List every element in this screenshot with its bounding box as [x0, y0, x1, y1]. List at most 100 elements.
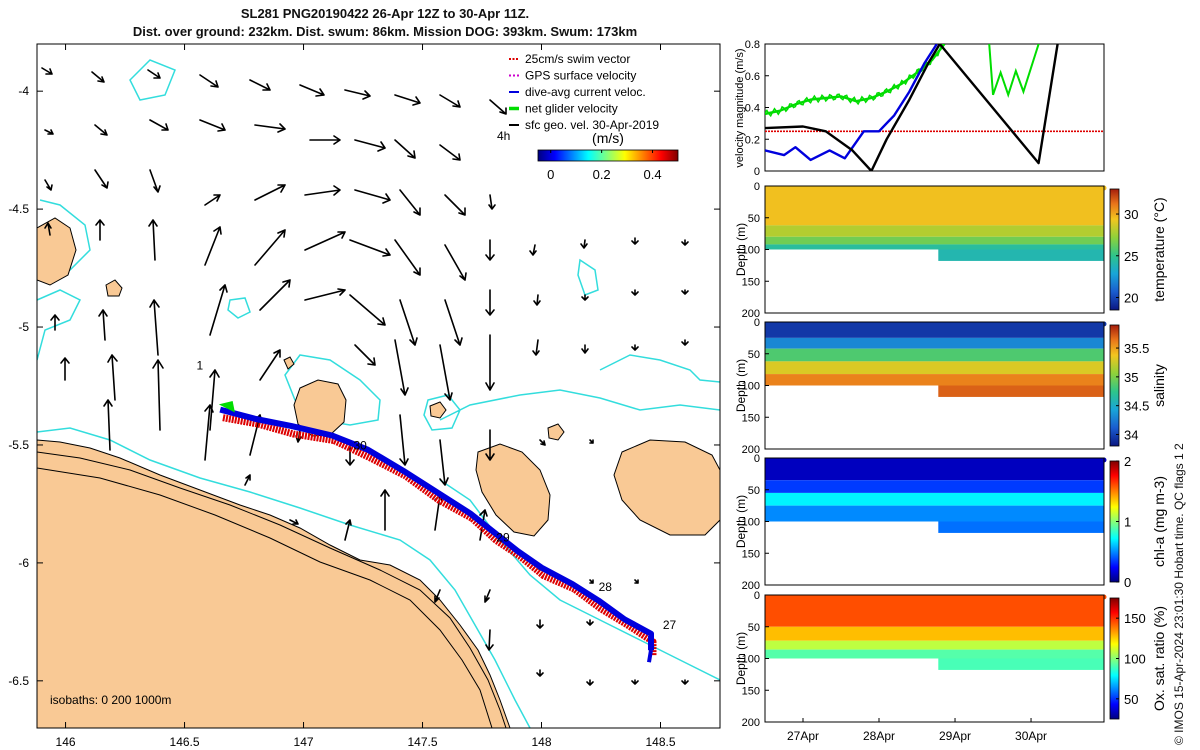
chl-a-surface-sample	[801, 457, 807, 463]
temperature-surface-sample	[837, 185, 843, 191]
temperature-surface-sample	[1083, 185, 1089, 191]
oxygen-surface-sample	[1011, 594, 1017, 600]
salinity-surface-sample	[873, 321, 879, 327]
chl-a-surface-sample	[927, 457, 933, 463]
oxygen-deep-segment	[938, 658, 1104, 670]
colorbar-tick-label: 0	[547, 167, 554, 182]
chl-a-band	[765, 492, 1104, 506]
salinity-surface-sample	[1059, 321, 1065, 327]
oxygen-surface-sample	[867, 594, 873, 600]
oxygen-surface-sample	[981, 594, 987, 600]
chl-a-band	[765, 458, 1104, 481]
oxygen-surface-sample	[831, 594, 837, 600]
oxygen-surface-sample	[1077, 594, 1083, 600]
temperature-ytick-label: 200	[742, 308, 760, 320]
chl-a-surface-sample	[1035, 457, 1041, 463]
oxygen-surface-sample	[765, 594, 771, 600]
salinity-surface-sample	[819, 321, 825, 327]
temperature-surface-sample	[771, 185, 777, 191]
map-y-axis: -4 -4.5 -5 -5.5 -6 -6.5	[8, 84, 720, 688]
date-tick-label: 30Apr	[1015, 729, 1047, 743]
colorbar-tick-label: 0.2	[593, 167, 611, 182]
chl-a-surface-sample	[867, 457, 873, 463]
temperature-colorbar	[1109, 188, 1120, 311]
salinity-surface-sample	[969, 321, 975, 327]
temperature-surface-sample	[885, 185, 891, 191]
salinity-surface-sample	[1083, 321, 1089, 327]
oxygen-ytick-label: 100	[742, 654, 760, 666]
salinity-surface-sample	[1011, 321, 1017, 327]
temperature-surface-sample	[987, 185, 993, 191]
oxygen-surface-sample	[1041, 594, 1047, 600]
oxygen-surface-sample	[915, 594, 921, 600]
chl-a-ytick-label: 50	[748, 485, 760, 497]
temperature-surface-sample	[861, 185, 867, 191]
chl-a-surface-sample	[951, 457, 957, 463]
chl-a-surface-sample	[1089, 457, 1095, 463]
chl-a-surface-sample	[981, 457, 987, 463]
temperature-surface-sample	[795, 185, 801, 191]
oxygen-surface-sample	[777, 594, 783, 600]
chl-a-surface-sample	[921, 457, 927, 463]
temperature-surface-sample	[777, 185, 783, 191]
oxygen-surface-sample	[1065, 594, 1071, 600]
salinity-ytick-label: 50	[748, 349, 760, 361]
oxygen-surface-sample	[873, 594, 879, 600]
salinity-surface-sample	[1029, 321, 1035, 327]
chl-a-surface-sample	[1059, 457, 1065, 463]
oxygen-surface-sample	[921, 594, 927, 600]
chl-a-ytick-label: 150	[742, 548, 760, 560]
chl-a-surface-sample	[855, 457, 861, 463]
salinity-surface-sample	[939, 321, 945, 327]
temperature-surface-sample	[1095, 185, 1101, 191]
chl-a-surface-sample	[909, 457, 915, 463]
temperature-cbar-label: 30	[1124, 207, 1138, 222]
land-island-small-1	[105, 279, 123, 297]
chl-a-surface-sample	[765, 457, 771, 463]
temperature-band	[765, 186, 1104, 226]
temperature-surface-sample	[903, 185, 909, 191]
salinity-surface-sample	[1065, 321, 1071, 327]
temperature-surface-sample	[843, 185, 849, 191]
chl-a-surface-sample	[849, 457, 855, 463]
salinity-surface-sample	[879, 321, 885, 327]
chl-a-surface-sample	[837, 457, 843, 463]
legend-label: net glider velocity	[525, 102, 618, 116]
salinity-surface-sample	[1005, 321, 1011, 327]
chl-a-surface-sample	[825, 457, 831, 463]
temperature-ytick-label: 150	[742, 276, 760, 288]
temperature-ylabel: Depth (m)	[734, 223, 748, 276]
salinity-surface-sample	[789, 321, 795, 327]
temperature-surface-sample	[813, 185, 819, 191]
isobath-cyan-east	[439, 479, 720, 681]
temperature-ytick-label: 0	[754, 181, 760, 193]
salinity-band	[765, 361, 1104, 375]
oxygen-surface-sample	[939, 594, 945, 600]
land-mainland	[37, 439, 511, 728]
oxygen-surface-sample	[903, 594, 909, 600]
salinity-surface-sample	[909, 321, 915, 327]
map-xtick-label: 148.5	[645, 735, 675, 749]
temperature-surface-sample	[945, 185, 951, 191]
chl-a-surface-sample	[879, 457, 885, 463]
oxygen-ytick-label: 50	[748, 622, 760, 634]
map-ytick-label: -6	[18, 556, 29, 570]
salinity-surface-sample	[813, 321, 819, 327]
oxygen-surface-sample	[1059, 594, 1065, 600]
oxygen-surface-sample	[909, 594, 915, 600]
day-labels: 27 28 29 30 1	[196, 358, 676, 631]
oxygen-surface-sample	[1029, 594, 1035, 600]
oxygen-surface-sample	[897, 594, 903, 600]
map-ytick-label: -5	[18, 320, 29, 334]
velocity-line-3	[765, 44, 1059, 171]
chl-a-surface-sample	[819, 457, 825, 463]
chl-a-surface-sample	[933, 457, 939, 463]
temperature-surface-sample	[1089, 185, 1095, 191]
land-island-small-2	[283, 356, 295, 370]
map-ytick-label: -4	[18, 84, 29, 98]
salinity-cbar-title: salinity	[1151, 364, 1167, 407]
chl-a-surface-sample	[1005, 457, 1011, 463]
isobath-200m	[37, 451, 507, 728]
